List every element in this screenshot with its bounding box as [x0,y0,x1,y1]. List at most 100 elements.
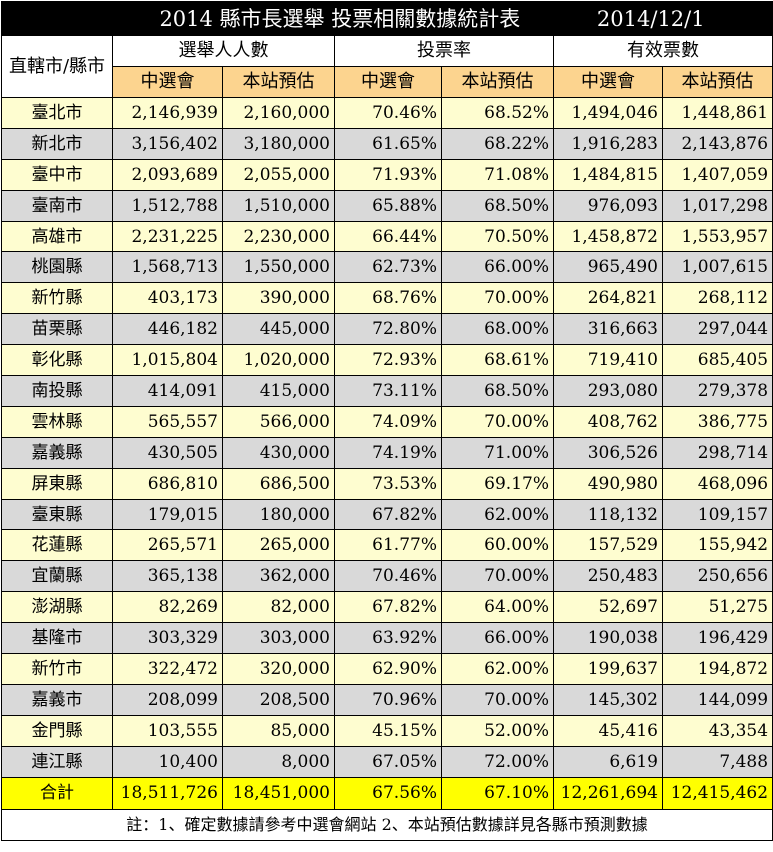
title-row: 2014 縣市長選舉 投票相關數據統計表 2014/12/1 [0,1,773,36]
cell-voters-cec: 430,505 [112,436,223,469]
region-name: 高雄市 [1,220,113,253]
region-name: 雲林縣 [1,405,113,438]
cell-valid-est: 155,942 [661,529,773,562]
region-name: 新竹縣 [1,282,113,315]
cell-valid-cec: 190,038 [553,622,663,655]
cell-valid-est: 386,775 [661,405,773,438]
table-row: 臺北市 2,146,939 2,160,000 70.46% 68.52% 1,494,0… [1,97,773,129]
cell-voters-cec: 179,015 [112,498,223,531]
cell-valid-est: 1,407,059 [661,158,773,191]
cell-voters-cec: 10,400 [112,745,223,778]
cell-turnout-cec: 62.73% [334,251,442,284]
footnote: 註：1、確定數據請參考中選會網站 2、本站預估數據詳見各縣市預測數據 [0,808,773,841]
cell-voters-est: 566,000 [222,405,335,438]
cell-voters-est: 85,000 [222,714,335,747]
cell-turnout-est: 68.22% [441,127,554,160]
cell-voters-cec: 565,557 [112,405,223,438]
cell-voters-est: 82,000 [222,591,335,624]
region-name: 臺南市 [1,189,113,222]
total-row: 合計 18,511,726 18,451,000 67.56% 67.10% 12,261… [1,776,773,810]
cell-turnout-est: 68.52% [441,97,554,129]
table-row: 臺中市 2,093,689 2,055,000 71.93% 71.08% 1,484,8… [1,158,773,191]
cell-valid-est: 1,017,298 [661,189,773,222]
cell-voters-cec: 2,093,689 [112,158,223,191]
cell-valid-cec: 118,132 [553,498,663,531]
group-header-valid: 有效票數 [552,35,773,67]
cell-voters-cec: 446,182 [112,313,223,346]
cell-turnout-est: 68.61% [441,344,554,377]
cell-voters-cec: 3,156,402 [112,127,223,160]
cell-turnout-cec: 67.56% [334,776,442,810]
cell-turnout-est: 70.00% [441,405,554,438]
cell-valid-cec: 157,529 [553,529,663,562]
cell-voters-est: 18,451,000 [222,776,335,810]
cell-valid-est: 43,354 [661,714,773,747]
cell-voters-cec: 2,231,225 [112,220,223,253]
table-row: 屏東縣 686,810 686,500 73.53% 69.17% 490,980 468,… [1,467,773,500]
table-row: 苗栗縣 446,182 445,000 72.80% 68.00% 316,663 297,… [1,313,773,346]
region-name: 嘉義縣 [1,436,113,469]
cell-voters-cec: 208,099 [112,683,223,716]
cell-voters-est: 1,020,000 [222,344,335,377]
region-name: 合計 [1,776,113,810]
cell-turnout-cec: 71.93% [334,158,442,191]
cell-valid-est: 2,143,876 [661,127,773,160]
cell-voters-cec: 82,269 [112,591,223,624]
region-name: 屏東縣 [1,467,113,500]
table-date: 2014/12/1 [596,6,705,31]
cell-turnout-cec: 74.09% [334,405,442,438]
cell-valid-cec: 12,261,694 [553,776,663,810]
cell-voters-cec: 1,015,804 [112,344,223,377]
cell-valid-cec: 719,410 [553,344,663,377]
region-name: 嘉義市 [1,683,113,716]
cell-valid-est: 268,112 [661,282,773,315]
cell-valid-cec: 250,483 [553,560,663,593]
cell-turnout-cec: 61.65% [334,127,442,160]
group-header-turnout: 投票率 [334,35,554,67]
cell-valid-est: 250,656 [661,560,773,593]
cell-valid-cec: 1,458,872 [553,220,663,253]
cell-voters-est: 415,000 [222,375,335,407]
cell-turnout-cec: 72.93% [334,344,442,377]
cell-valid-cec: 490,980 [553,467,663,500]
cell-voters-est: 430,000 [222,436,335,469]
region-name: 臺北市 [1,97,113,129]
region-name: 金門縣 [1,714,113,747]
table-row: 新北市 3,156,402 3,180,000 61.65% 68.22% 1,916,2… [1,127,773,160]
table-row: 嘉義市 208,099 208,500 70.96% 70.00% 145,302 144,… [1,683,773,716]
region-name: 桃園縣 [1,251,113,284]
cell-turnout-cec: 70.46% [334,97,442,129]
cell-valid-cec: 1,484,815 [553,158,663,191]
cell-valid-est: 109,157 [661,498,773,531]
table-title: 2014 縣市長選舉 投票相關數據統計表 [159,6,521,31]
cell-turnout-est: 68.50% [441,375,554,407]
cell-valid-cec: 976,093 [553,189,663,222]
cell-valid-est: 144,099 [661,683,773,716]
table-row: 基隆市 303,329 303,000 63.92% 66.00% 190,038 196,… [1,622,773,655]
sub-header-turnout-cec: 中選會 [334,66,442,98]
cell-turnout-est: 72.00% [441,745,554,778]
table-row: 高雄市 2,231,225 2,230,000 66.44% 70.50% 1,458,8… [1,220,773,253]
cell-turnout-est: 52.00% [441,714,554,747]
cell-valid-cec: 306,526 [553,436,663,469]
cell-voters-cec: 18,511,726 [112,776,223,810]
table-row: 宜蘭縣 365,138 362,000 70.46% 70.00% 250,483 250,… [1,560,773,593]
group-header-voters: 選舉人人數 [112,35,335,67]
cell-voters-est: 390,000 [222,282,335,315]
cell-voters-cec: 686,810 [112,467,223,500]
cell-turnout-cec: 45.15% [334,714,442,747]
cell-voters-cec: 2,146,939 [112,97,223,129]
cell-turnout-est: 70.00% [441,560,554,593]
table-row: 新竹縣 403,173 390,000 68.76% 70.00% 264,821 268,… [1,282,773,315]
cell-voters-cec: 303,329 [112,622,223,655]
cell-turnout-est: 62.00% [441,653,554,685]
table-row: 雲林縣 565,557 566,000 74.09% 70.00% 408,762 386,… [1,405,773,438]
corner-header: 直轄市/縣市 [1,35,113,98]
cell-turnout-cec: 74.19% [334,436,442,469]
cell-voters-cec: 1,512,788 [112,189,223,222]
cell-voters-est: 265,000 [222,529,335,562]
region-name: 苗栗縣 [1,313,113,346]
cell-valid-cec: 264,821 [553,282,663,315]
cell-valid-est: 51,275 [661,591,773,624]
